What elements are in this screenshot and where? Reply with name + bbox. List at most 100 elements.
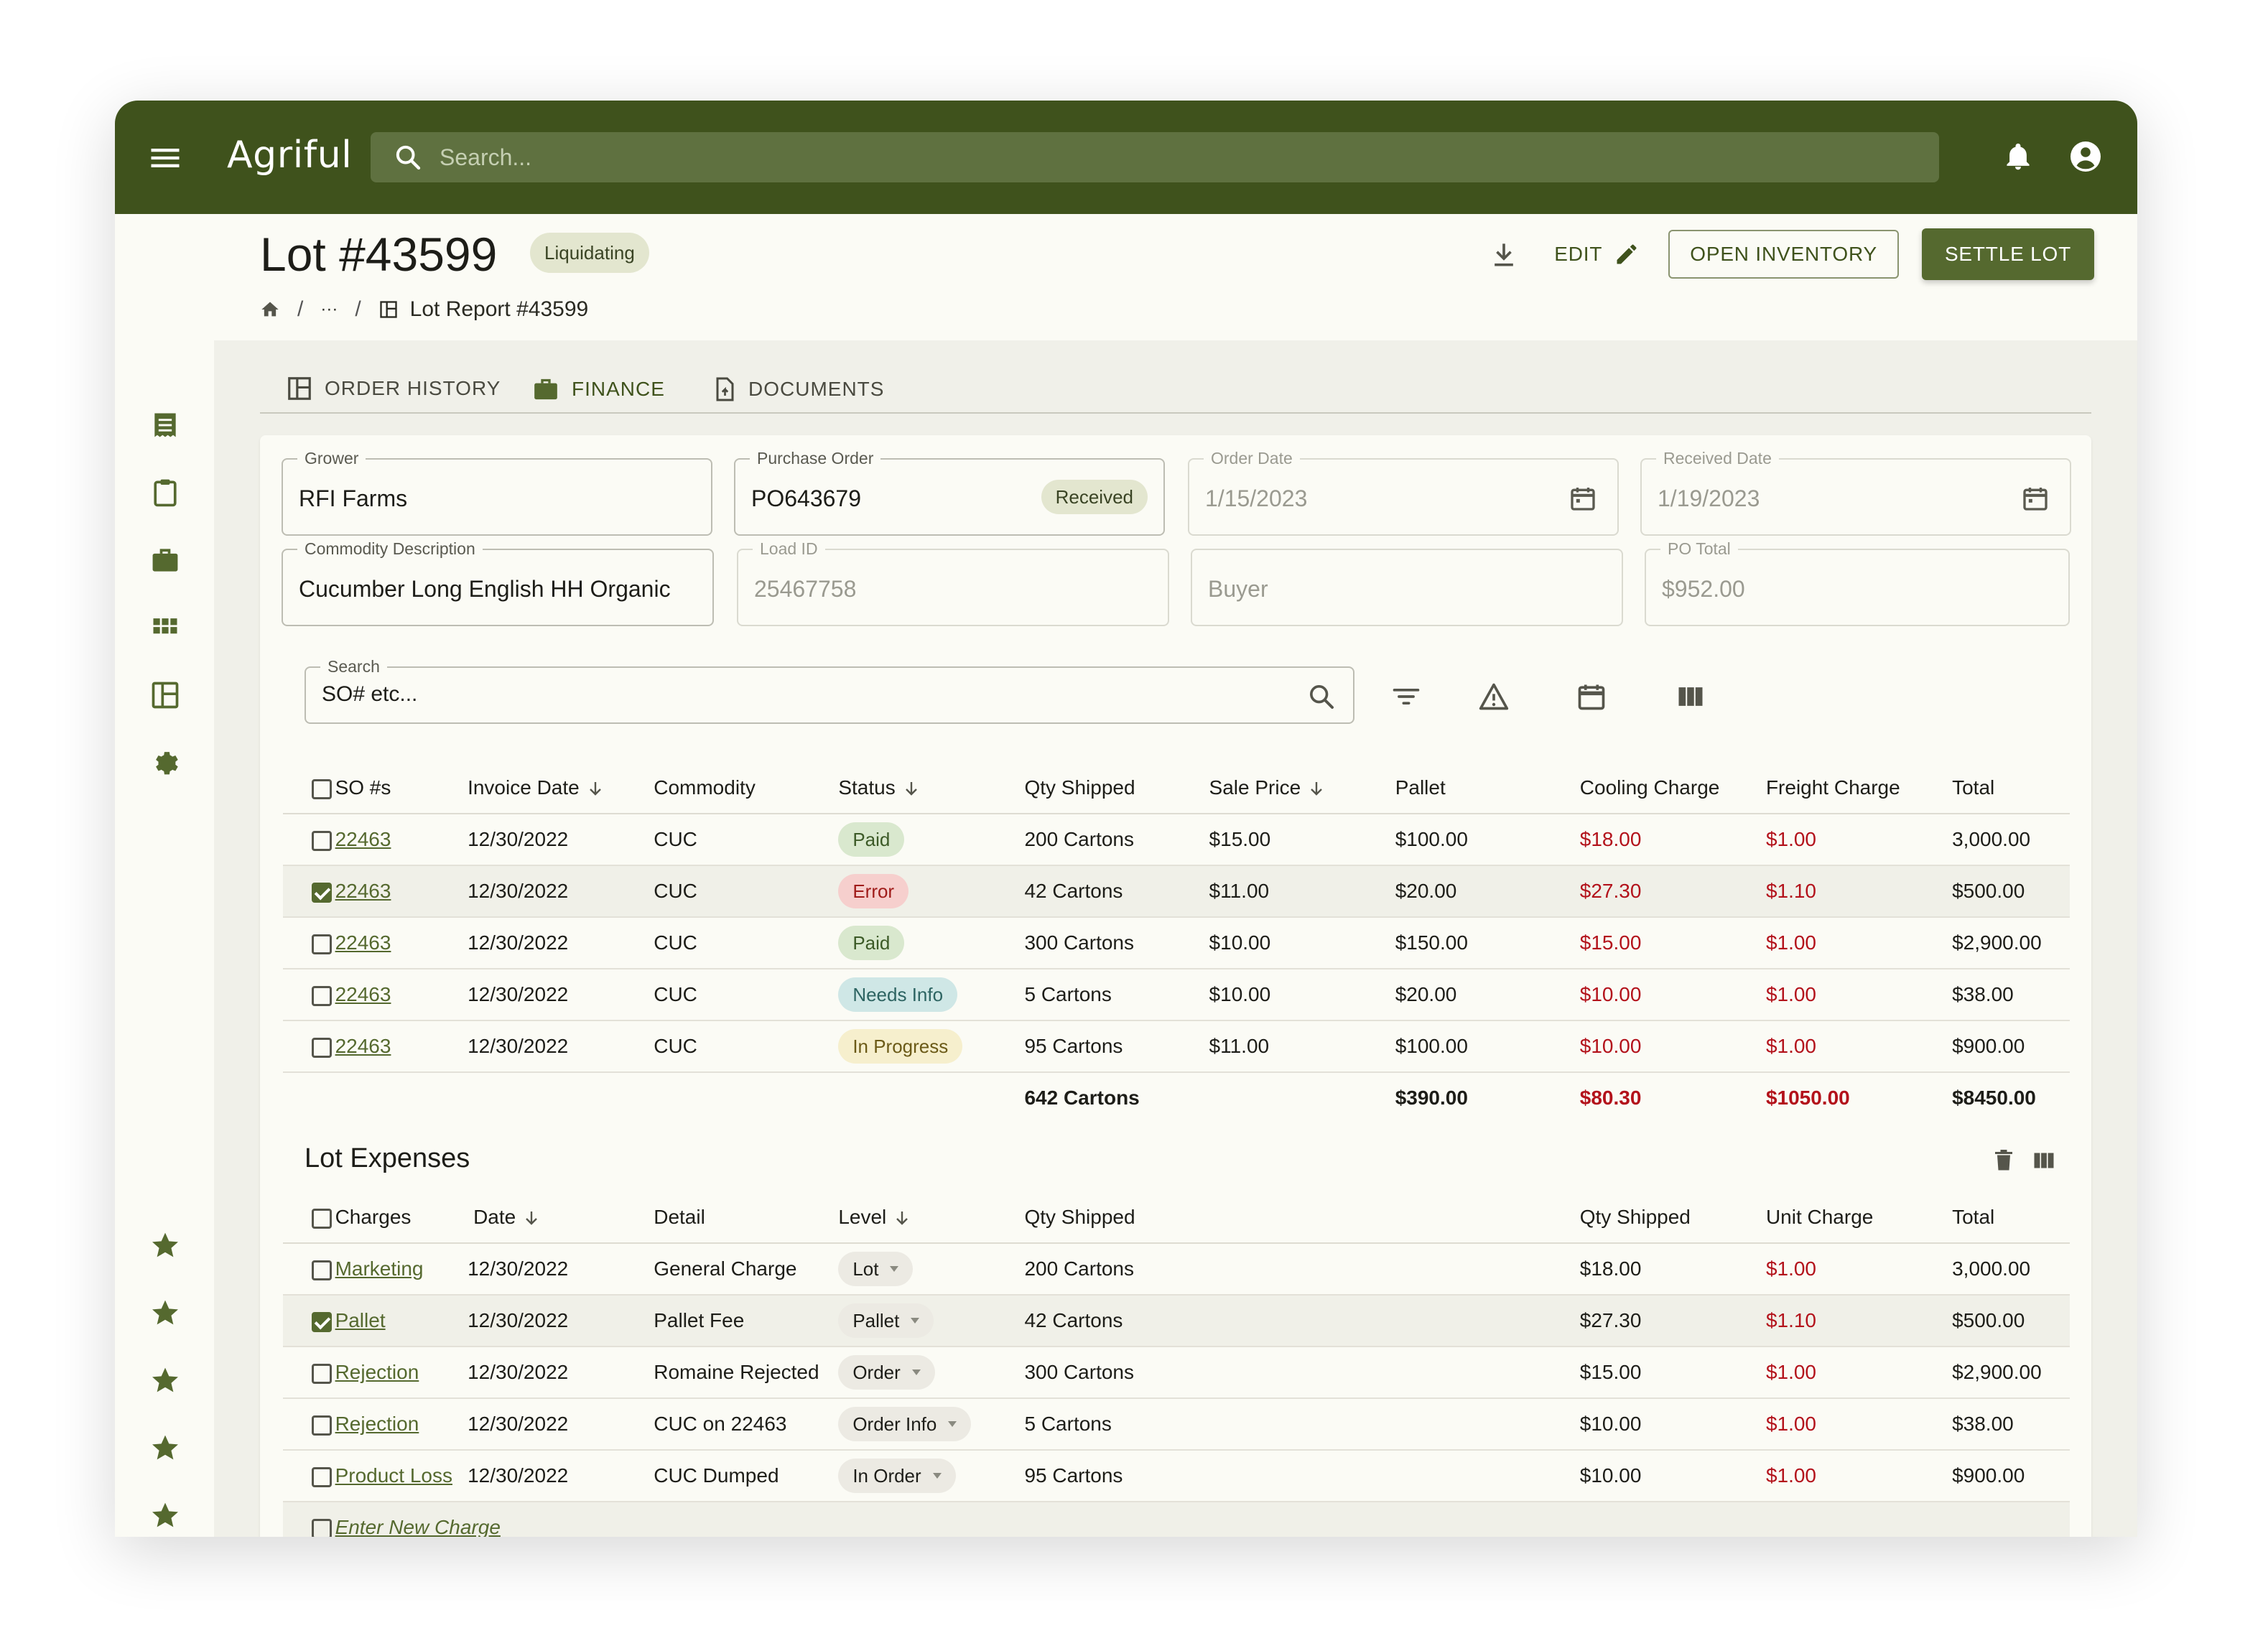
select-all-checkbox[interactable] [312,1208,332,1229]
order-date-field[interactable]: Order Date 1/15/2023 [1188,448,1619,536]
star-icon[interactable] [149,1499,181,1531]
row-checkbox[interactable] [312,1363,332,1384]
table-row[interactable]: 22463 12/30/2022 CUC Paid 200 Cartons $1… [283,814,2070,866]
column-header-label: Level [838,1206,887,1228]
search-icon[interactable] [1307,682,1336,711]
purchase-order-field[interactable]: Purchase Order PO643679 Received [734,448,1165,536]
buyer-field[interactable]: Buyer [1191,549,1623,626]
open-inventory-button[interactable]: OPEN INVENTORY [1668,230,1899,279]
gear-icon[interactable] [149,747,181,778]
totals-row: 642 Cartons $390.00 $80.30 $1050.00 $845… [283,1072,2070,1123]
column-header-sortable[interactable]: Invoice Date [468,763,654,814]
level-dropdown[interactable]: Order [838,1355,935,1390]
row-checkbox[interactable] [312,1311,332,1332]
briefcase-icon[interactable] [149,544,181,576]
level-dropdown[interactable]: Order Info [838,1407,972,1441]
column-header-sortable[interactable]: Sale Price [1209,763,1395,814]
column-header-sortable[interactable]: Level [838,1192,1025,1244]
calendar-icon[interactable] [1576,681,1607,712]
row-checkbox[interactable] [312,1260,332,1280]
row-checkbox[interactable] [312,1466,332,1487]
star-icon[interactable] [149,1229,181,1261]
download-icon[interactable] [1488,238,1520,270]
star-icon[interactable] [149,1364,181,1396]
notifications-bell-icon[interactable] [2002,141,2034,172]
level-dropdown[interactable]: Pallet [838,1303,934,1338]
sort-down-arrow-icon[interactable] [903,780,920,797]
table-row[interactable]: Marketing 12/30/2022 General Charge Lot … [283,1243,2070,1296]
tab-documents[interactable]: DOCUMENTS [711,375,884,404]
charge-link[interactable]: Marketing [335,1257,424,1280]
trash-icon[interactable] [1991,1148,2017,1173]
table-row[interactable]: 22463 12/30/2022 CUC In Progress 95 Cart… [283,1020,2070,1073]
enter-new-charge-link[interactable]: Enter New Charge [335,1516,501,1537]
column-header-sortable[interactable]: Status [838,763,1025,814]
table-row[interactable]: Rejection 12/30/2022 CUC on 22463 Order … [283,1398,2070,1451]
tab-finance[interactable]: FINANCE [531,375,665,404]
calendar-icon[interactable] [2021,484,2050,513]
clipboard-icon[interactable] [149,477,181,508]
so-number-link[interactable]: 22463 [335,828,391,850]
empty-cell [1209,1502,1395,1537]
sort-down-arrow-icon[interactable] [893,1209,911,1227]
commodity-description-field[interactable]: Commodity Description Cucumber Long Engl… [282,539,714,626]
empty-cell [468,1072,654,1123]
table-row[interactable]: Product Loss 12/30/2022 CUC Dumped In Or… [283,1450,2070,1502]
global-search-input[interactable] [437,142,1735,172]
table-row[interactable]: Rejection 12/30/2022 Romaine Rejected Or… [283,1347,2070,1399]
so-number-link[interactable]: 22463 [335,880,391,902]
received-date-field[interactable]: Received Date 1/19/2023 [1640,448,2071,536]
charge-link[interactable]: Pallet [335,1309,386,1331]
row-checkbox[interactable] [312,1518,332,1537]
so-number-link[interactable]: 22463 [335,1035,391,1057]
grower-field[interactable]: Grower RFI Farms [282,448,712,536]
sort-down-arrow-icon[interactable] [523,1209,540,1227]
tab-order-history[interactable]: ORDER HISTORY [286,375,501,402]
star-icon[interactable] [149,1432,181,1464]
new-charge-row[interactable]: Enter New Charge [283,1502,2070,1537]
columns-icon[interactable] [1675,681,1706,712]
row-checkbox[interactable] [312,830,332,851]
row-checkbox[interactable] [312,934,332,954]
charge-link[interactable]: Product Loss [335,1464,452,1487]
sort-down-arrow-icon[interactable] [587,780,604,797]
charge-link[interactable]: Rejection [335,1361,419,1383]
agriful-logo[interactable]: Agriful [227,134,353,177]
columns-icon[interactable] [2031,1148,2057,1173]
level-dropdown[interactable]: Lot [838,1252,914,1286]
table-row[interactable]: 22463 12/30/2022 CUC Paid 300 Cartons $1… [283,917,2070,969]
row-checkbox[interactable] [312,1415,332,1436]
grid-icon[interactable] [149,612,181,643]
table-row[interactable]: 22463 12/30/2022 CUC Error 42 Cartons $1… [283,865,2070,918]
edit-button[interactable]: EDIT [1554,241,1640,267]
row-checkbox[interactable] [312,1037,332,1058]
select-all-checkbox[interactable] [312,778,332,799]
grower-value: RFI Farms [299,485,408,511]
filter-icon[interactable] [1390,681,1422,712]
settle-lot-button[interactable]: SETTLE LOT [1921,228,2094,280]
sort-down-arrow-icon[interactable] [1308,780,1325,797]
charge-link[interactable]: Rejection [335,1413,419,1435]
warning-icon[interactable] [1478,681,1510,712]
column-header-sortable[interactable]: Date [468,1192,654,1244]
hamburger-menu-icon[interactable] [147,139,184,177]
so-number-link[interactable]: 22463 [335,931,391,954]
po-total-field[interactable]: PO Total $952.00 [1645,539,2070,626]
list-icon[interactable] [149,409,181,441]
load-id-field[interactable]: Load ID 25467758 [737,539,1169,626]
row-checkbox[interactable] [312,985,332,1006]
so-number-link[interactable]: 22463 [335,983,391,1005]
account-circle-icon[interactable] [2068,139,2103,174]
lot-status-chip: Liquidating [530,233,649,273]
global-search[interactable] [371,132,1939,182]
table-row[interactable]: Pallet 12/30/2022 Pallet Fee Pallet 42 C… [283,1295,2070,1347]
table-row[interactable]: 22463 12/30/2022 CUC Needs Info 5 Carton… [283,969,2070,1021]
table-search-field[interactable]: Search SO# etc... [305,656,1354,724]
level-dropdown[interactable]: In Order [838,1459,956,1493]
breadcrumb-ellipsis[interactable]: ··· [320,299,338,319]
calendar-icon[interactable] [1568,484,1597,513]
row-checkbox[interactable] [312,882,332,903]
star-icon[interactable] [149,1297,181,1329]
dashboard-icon[interactable] [149,679,181,711]
home-icon[interactable] [260,299,280,320]
